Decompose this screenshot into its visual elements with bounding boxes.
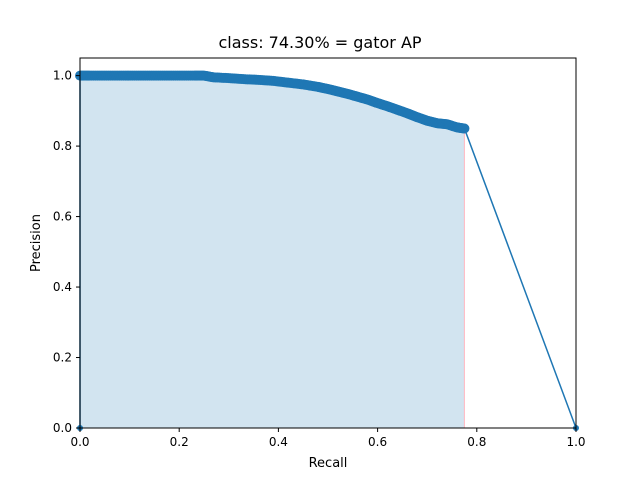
- x-tick-label: 0.0: [70, 435, 89, 449]
- series-markers: [75, 70, 579, 431]
- x-tick-label: 0.6: [368, 435, 387, 449]
- tick-layer: 0.0 0.2 0.4 0.6 0.8 1.0 0.0 0.2 0.4 0.6 0.8 1.0: [53, 69, 586, 449]
- y-tick-label: 0.8: [53, 139, 72, 153]
- y-tick-label: 0.2: [53, 351, 72, 365]
- plot-area: [75, 70, 579, 431]
- y-tick-label: 0.6: [53, 210, 72, 224]
- x-tick-label: 0.2: [170, 435, 189, 449]
- x-tick-label: 0.8: [467, 435, 486, 449]
- x-tick-label: 0.4: [269, 435, 288, 449]
- x-tick-label: 1.0: [566, 435, 585, 449]
- data-point: [459, 123, 470, 134]
- y-tick-label: 0.0: [53, 421, 72, 435]
- chart-title: class: 74.30% = gator AP: [218, 33, 421, 52]
- y-tick-label: 0.4: [53, 280, 72, 294]
- axes-frame: [79, 57, 577, 429]
- ap-area-fill: [80, 75, 465, 428]
- x-axis-label: Recall: [309, 456, 348, 471]
- y-tick-label: 1.0: [53, 69, 72, 83]
- y-axis-label: Precision: [29, 214, 44, 272]
